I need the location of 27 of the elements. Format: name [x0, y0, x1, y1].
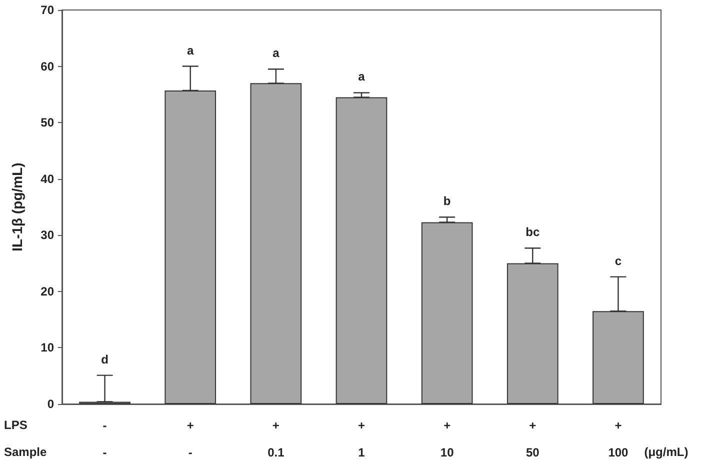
x-tick-label: + 50: [526, 418, 540, 460]
text: Sample: [4, 445, 48, 459]
text: (μg/mL): [644, 445, 688, 459]
x-tick-label: + 0.1: [268, 418, 285, 460]
annotation: a: [272, 46, 280, 60]
x-tick-label: - -: [102, 418, 107, 460]
annotation: b: [443, 194, 451, 208]
y-tick-label: 70: [40, 3, 54, 17]
y-tick-label: 10: [40, 340, 54, 355]
annotation: d: [101, 352, 108, 366]
x-tick-label: + 10: [440, 418, 454, 460]
y-tick-label: 0: [47, 397, 54, 411]
y-tick-label: 30: [40, 228, 54, 242]
y-axis-title: IL-1β (pg/mL): [9, 162, 25, 252]
annotation: bc: [526, 225, 540, 240]
annotation: a: [358, 70, 366, 84]
x-tick-label: + 100: [608, 418, 629, 460]
y-tick-label: 50: [40, 116, 54, 130]
x-tick-label: + 1: [358, 418, 366, 460]
y-tick-label: 40: [40, 172, 54, 186]
y-tick-label: 20: [40, 284, 54, 298]
annotation: c: [614, 254, 622, 268]
y-tick-label: 60: [40, 59, 54, 74]
bar: [336, 97, 388, 404]
x-tick-label: + -: [186, 418, 194, 460]
text: LPS: [4, 418, 28, 432]
annotation: a: [187, 43, 194, 58]
